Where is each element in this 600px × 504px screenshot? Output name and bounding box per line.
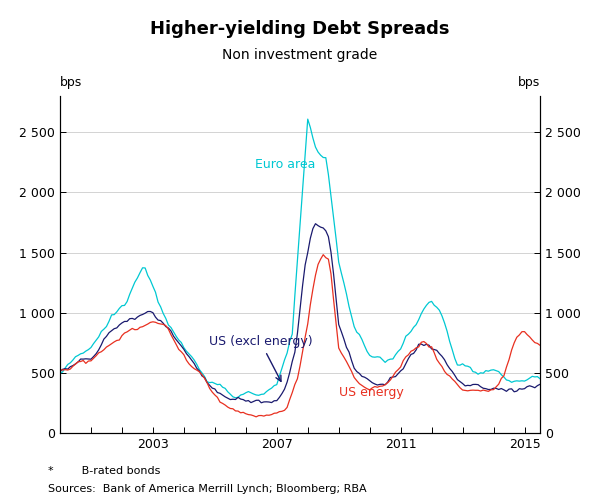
Text: bps: bps <box>518 76 540 89</box>
Text: Higher-yielding Debt Spreads: Higher-yielding Debt Spreads <box>150 20 450 38</box>
Text: Euro area: Euro area <box>255 158 316 171</box>
Text: *        B-rated bonds: * B-rated bonds <box>48 466 160 476</box>
Text: Sources:  Bank of America Merrill Lynch; Bloomberg; RBA: Sources: Bank of America Merrill Lynch; … <box>48 484 367 494</box>
Text: bps: bps <box>60 76 82 89</box>
Text: Non investment grade: Non investment grade <box>223 48 377 62</box>
Text: US energy: US energy <box>339 386 403 399</box>
Text: US (excl energy): US (excl energy) <box>209 335 312 382</box>
